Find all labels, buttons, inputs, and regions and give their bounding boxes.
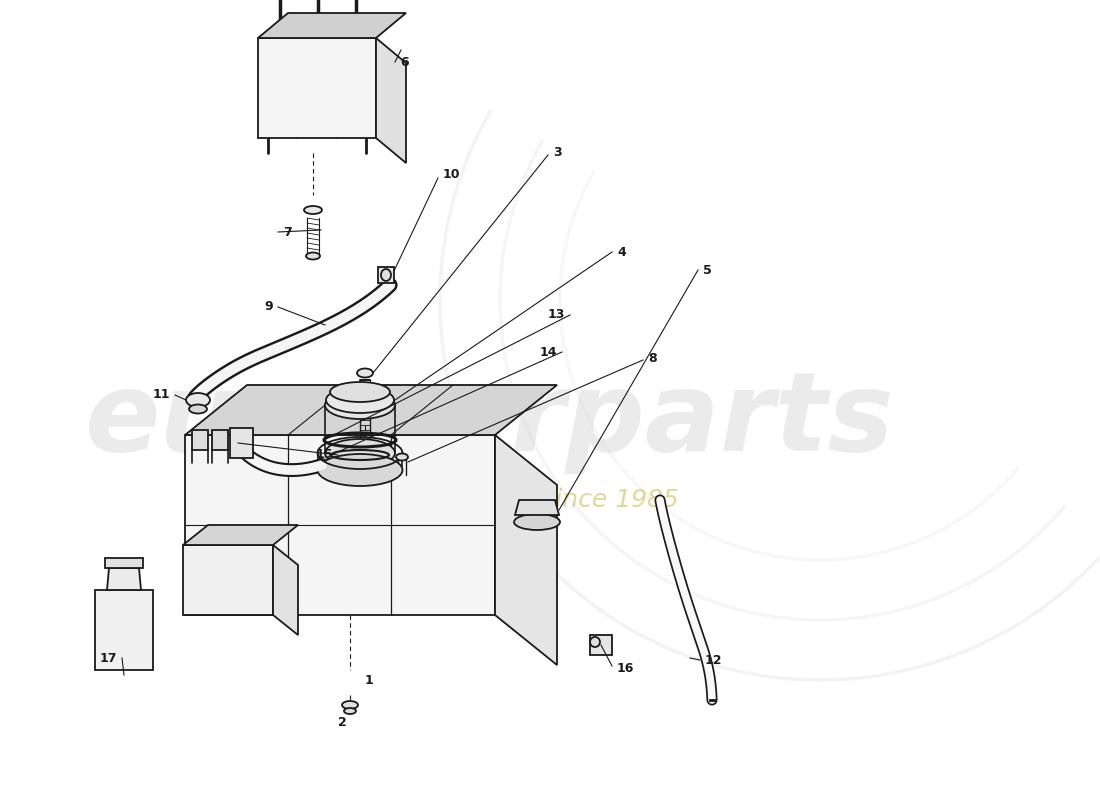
Text: 3: 3 — [553, 146, 562, 158]
Text: 7: 7 — [283, 226, 292, 238]
Polygon shape — [230, 428, 253, 458]
Polygon shape — [185, 385, 557, 435]
Polygon shape — [378, 267, 394, 283]
Polygon shape — [95, 590, 153, 670]
Polygon shape — [515, 500, 559, 515]
Ellipse shape — [306, 253, 320, 259]
Ellipse shape — [344, 708, 356, 714]
Ellipse shape — [396, 454, 408, 461]
Ellipse shape — [324, 439, 395, 467]
Text: 10: 10 — [443, 169, 461, 182]
Text: 11: 11 — [153, 389, 170, 402]
Text: eurocarparts: eurocarparts — [85, 366, 895, 474]
Text: 1: 1 — [365, 674, 374, 686]
Polygon shape — [185, 435, 495, 615]
Ellipse shape — [358, 369, 373, 378]
Ellipse shape — [381, 269, 390, 281]
Polygon shape — [183, 545, 273, 615]
Text: 14: 14 — [539, 346, 557, 358]
Polygon shape — [258, 13, 406, 38]
Ellipse shape — [318, 454, 403, 486]
Ellipse shape — [189, 405, 207, 414]
Ellipse shape — [304, 206, 322, 214]
Text: 17: 17 — [99, 651, 117, 665]
Text: 6: 6 — [400, 55, 408, 69]
Polygon shape — [590, 635, 612, 655]
Polygon shape — [107, 568, 141, 590]
Text: 5: 5 — [703, 263, 712, 277]
Polygon shape — [258, 38, 376, 138]
Ellipse shape — [330, 382, 390, 402]
Text: 13: 13 — [548, 309, 565, 322]
Polygon shape — [273, 545, 298, 635]
Ellipse shape — [342, 701, 358, 709]
Text: 9: 9 — [264, 301, 273, 314]
Text: 2: 2 — [338, 717, 346, 730]
Ellipse shape — [326, 387, 394, 413]
Polygon shape — [376, 38, 406, 163]
Ellipse shape — [324, 391, 395, 419]
Text: 15: 15 — [316, 449, 333, 462]
Text: 8: 8 — [648, 351, 657, 365]
Polygon shape — [192, 430, 208, 450]
Text: 4: 4 — [617, 246, 626, 258]
Text: a passion for parts since 1985: a passion for parts since 1985 — [301, 488, 679, 512]
Text: 16: 16 — [617, 662, 635, 674]
Ellipse shape — [186, 393, 210, 407]
Polygon shape — [495, 435, 557, 665]
Ellipse shape — [514, 514, 560, 530]
Text: 12: 12 — [705, 654, 723, 666]
Polygon shape — [104, 558, 143, 568]
Polygon shape — [183, 525, 298, 545]
Polygon shape — [212, 430, 228, 450]
Ellipse shape — [590, 637, 600, 647]
